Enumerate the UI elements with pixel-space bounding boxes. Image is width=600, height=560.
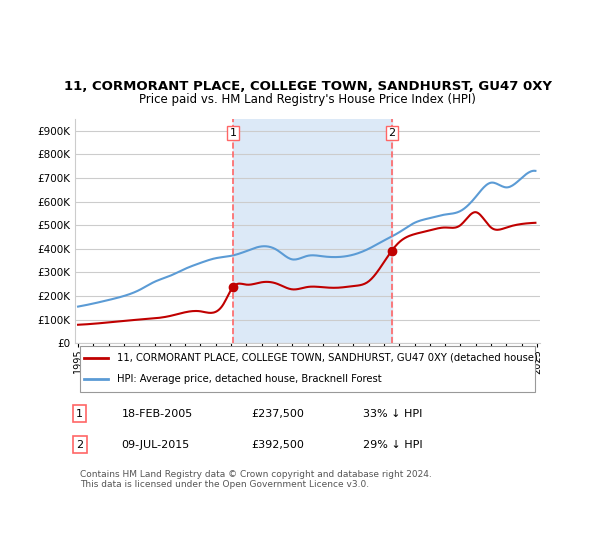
Text: £392,500: £392,500 [252, 440, 305, 450]
Text: 2: 2 [76, 440, 83, 450]
Text: 29% ↓ HPI: 29% ↓ HPI [364, 440, 423, 450]
Bar [233, 119, 392, 343]
Text: 2: 2 [388, 128, 395, 138]
Text: Price paid vs. HM Land Registry's House Price Index (HPI): Price paid vs. HM Land Registry's House … [139, 93, 476, 106]
Text: 1: 1 [76, 409, 83, 418]
FancyBboxPatch shape [80, 346, 535, 393]
Text: £237,500: £237,500 [252, 409, 305, 418]
Text: 1: 1 [229, 128, 236, 138]
Text: Contains HM Land Registry data © Crown copyright and database right 2024.
This d: Contains HM Land Registry data © Crown c… [80, 470, 431, 489]
Text: 11, CORMORANT PLACE, COLLEGE TOWN, SANDHURST, GU47 0XY (detached house): 11, CORMORANT PLACE, COLLEGE TOWN, SANDH… [117, 353, 538, 363]
Text: 11, CORMORANT PLACE, COLLEGE TOWN, SANDHURST, GU47 0XY: 11, CORMORANT PLACE, COLLEGE TOWN, SANDH… [64, 80, 551, 93]
Text: 18-FEB-2005: 18-FEB-2005 [121, 409, 193, 418]
Text: 33% ↓ HPI: 33% ↓ HPI [364, 409, 422, 418]
Text: HPI: Average price, detached house, Bracknell Forest: HPI: Average price, detached house, Brac… [117, 375, 382, 384]
Text: 09-JUL-2015: 09-JUL-2015 [121, 440, 190, 450]
